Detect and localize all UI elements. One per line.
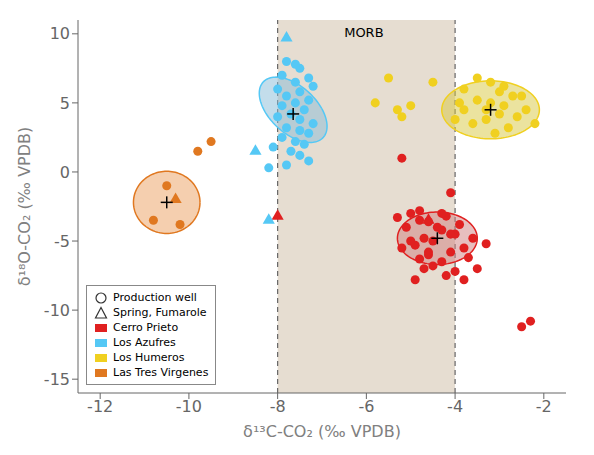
svg-text:-6: -6 (358, 397, 374, 416)
svg-text:-5: -5 (54, 232, 70, 251)
svg-text:0: 0 (60, 163, 70, 182)
svg-text:MORB: MORB (344, 25, 383, 40)
svg-text:10: 10 (50, 24, 70, 43)
html-text:Spring, Fumarole: Spring, Fumarole (113, 306, 207, 319)
svg-text:-8: -8 (270, 397, 286, 416)
svg-text:-15: -15 (44, 370, 70, 389)
svg-text:δ¹³C-CO₂ (‰ VPDB): δ¹³C-CO₂ (‰ VPDB) (243, 422, 401, 441)
svg-text:5: 5 (60, 94, 70, 113)
html-text:Los Humeros: Los Humeros (113, 351, 185, 364)
html-text:Production well: Production well (113, 291, 197, 304)
svg-text:δ¹⁸O-CO₂ (‰ VPDB): δ¹⁸O-CO₂ (‰ VPDB) (15, 127, 34, 287)
html-text:Los Azufres: Los Azufres (113, 336, 176, 349)
svg-text:-12: -12 (87, 397, 113, 416)
svg-text:-4: -4 (447, 397, 463, 416)
html-text:Las Tres Virgenes: Las Tres Virgenes (113, 366, 209, 379)
html-text:Cerro Prieto: Cerro Prieto (113, 321, 179, 334)
svg-text:-10: -10 (176, 397, 202, 416)
svg-text:-2: -2 (536, 397, 552, 416)
svg-text:-10: -10 (44, 301, 70, 320)
